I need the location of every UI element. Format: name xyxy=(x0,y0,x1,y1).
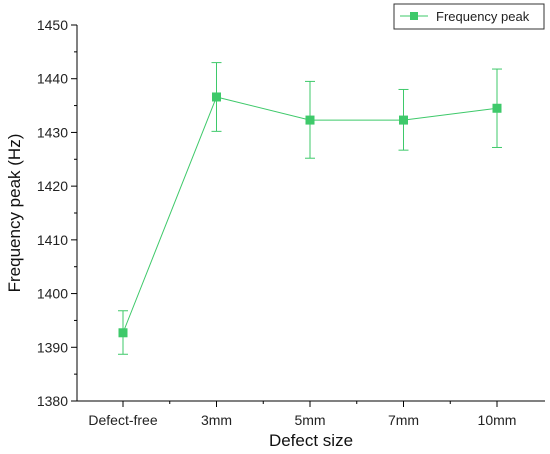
x-tick-label: 5mm xyxy=(294,412,325,428)
data-point xyxy=(118,328,128,338)
data-point xyxy=(399,115,408,125)
series-layer xyxy=(118,62,502,355)
y-tick-label: 1440 xyxy=(37,71,68,87)
y-tick-label: 1430 xyxy=(37,124,68,140)
y-tick-label: 1450 xyxy=(37,17,68,33)
x-tick-label: 10mm xyxy=(478,412,517,428)
x-tick-label: 3mm xyxy=(201,412,232,428)
legend-label: Frequency peak xyxy=(436,9,530,24)
x-tick-label: Defect-free xyxy=(88,412,157,428)
y-tick-label: 1410 xyxy=(37,232,68,248)
x-tick-label: 7mm xyxy=(388,412,419,428)
data-point xyxy=(492,103,502,113)
legend-box xyxy=(393,3,545,30)
data-point xyxy=(212,92,221,102)
y-tick-label: 1400 xyxy=(37,286,68,302)
y-tick-label: 1390 xyxy=(37,339,68,355)
legend: Frequency peak xyxy=(393,3,545,30)
y-tick-label: 1420 xyxy=(37,178,68,194)
y-axis-title: Frequency peak (Hz) xyxy=(5,134,24,293)
x-axis-title: Defect size xyxy=(269,431,353,450)
x-ticks: Defect-free 3mm 5mm 7mm 10mm xyxy=(88,401,516,428)
y-ticks: 1380 1390 1400 1410 1420 1430 1440 1450 xyxy=(37,17,77,409)
data-point xyxy=(305,115,315,125)
y-tick-label: 1380 xyxy=(37,393,68,409)
legend-marker xyxy=(410,12,418,20)
